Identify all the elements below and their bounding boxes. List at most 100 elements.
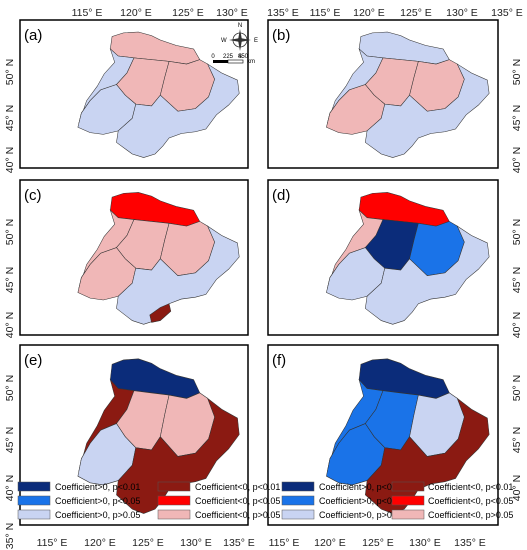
lat-tick: 40° N <box>511 475 523 501</box>
lon-tick: 130° E <box>446 7 478 19</box>
lat-tick: 45° N <box>4 105 16 131</box>
lat-tick: 40° N <box>4 147 16 173</box>
lon-tick: 130° E <box>216 7 248 19</box>
region-6 <box>365 225 490 325</box>
legend-label: Coefficient<0, p>0.05 <box>428 510 513 520</box>
region-6 <box>116 397 240 514</box>
region-map <box>77 31 240 158</box>
lat-tick: 50° N <box>511 219 523 245</box>
lat-tick: 45° N <box>511 267 523 293</box>
panel-label: (b) <box>272 27 290 44</box>
map-panel: (d) <box>267 179 499 336</box>
region-map <box>326 192 490 325</box>
legend-swatch-pos-p05 <box>17 495 51 506</box>
lat-tick: 45° N <box>511 105 523 131</box>
lat-tick: 35° N <box>4 523 16 549</box>
region-6 <box>116 225 240 325</box>
map-panel: (e) <box>19 344 249 526</box>
scale-bar-seg2 <box>227 59 244 64</box>
legend-swatch-pos-p01 <box>281 481 315 492</box>
compass-needle-ew <box>229 38 251 42</box>
legend-swatch-pos-p01 <box>17 481 51 492</box>
legend-label: Coefficient>0, p>0.05 <box>55 510 140 520</box>
scale-unit: km <box>247 59 255 65</box>
lat-tick: 50° N <box>4 219 16 245</box>
legend-label: Coefficient<0, p<0.05 <box>195 496 280 506</box>
legend-swatch-neg-gt05 <box>391 509 425 520</box>
lat-tick: 45° N <box>4 427 16 453</box>
legend-swatch-neg-p01 <box>391 481 425 492</box>
compass-e: E <box>254 38 258 44</box>
legend-swatch-neg-p01 <box>157 481 191 492</box>
lon-tick: 125° E <box>362 537 394 549</box>
legend-label: Coefficient>0, p>0.05 <box>319 510 404 520</box>
lat-tick: 50° N <box>4 375 16 401</box>
lon-ticks-bottom: 115° E 120° E 125° E 130° E 135° E 115° … <box>37 537 486 549</box>
lon-tick: 115° E <box>37 537 68 549</box>
legend: Coefficient>0, p<0.01 Coefficient>0, p<0… <box>17 481 513 520</box>
scale-tick: 450 <box>238 54 249 60</box>
scale-bar-seg1 <box>213 60 228 63</box>
region-6 <box>116 63 240 158</box>
lon-tick: 125° E <box>400 7 432 19</box>
legend-label: Coefficient<0, p<0.01 <box>195 482 280 492</box>
lon-tick: 115° E <box>310 7 341 19</box>
lat-tick: 50° N <box>511 375 523 401</box>
lat-tick: 50° N <box>4 59 16 85</box>
map-panel: (f) <box>267 344 499 526</box>
region-map <box>77 192 240 325</box>
compass-w: W <box>221 38 227 44</box>
legend-label: Coefficient>0, p<0.05 <box>319 496 404 506</box>
legend-swatch-pos-gt05 <box>17 509 51 520</box>
scale-tick: 0 <box>211 54 215 60</box>
scale-bar: 0 225 450 km <box>211 54 255 65</box>
compass-n: N <box>238 23 242 29</box>
panel-label: (d) <box>272 187 290 204</box>
legend-label: Coefficient<0, p>0.05 <box>195 510 280 520</box>
lon-tick: 120° E <box>353 7 385 19</box>
lat-tick: 40° N <box>511 312 523 338</box>
lon-tick: 125° E <box>132 537 164 549</box>
lat-ticks: 50° N 45° N 40° N 50° N 45° N 40° N 50° … <box>4 59 523 549</box>
map-panels: (a) (b) (c) (d) (e) (f) <box>19 19 499 526</box>
legend-label: Coefficient>0, p<0.01 <box>55 482 140 492</box>
lon-tick: 120° E <box>314 537 346 549</box>
lon-tick: 135° E <box>267 7 299 19</box>
lat-tick: 45° N <box>511 427 523 453</box>
legend-swatch-pos-p05 <box>281 495 315 506</box>
lat-tick: 45° N <box>4 267 16 293</box>
panel-label: (c) <box>24 187 42 204</box>
region-extra <box>149 303 172 323</box>
scale-tick: 225 <box>223 54 234 60</box>
panel-label: (e) <box>24 352 42 369</box>
lat-tick: 40° N <box>511 147 523 173</box>
compass-s: S <box>238 54 242 60</box>
map-panel: (b) <box>267 19 499 169</box>
lon-tick: 125° E <box>172 7 204 19</box>
lon-tick: 135° E <box>454 537 486 549</box>
compass-rose: N E S W <box>221 23 258 60</box>
legend-swatch-pos-gt05 <box>281 509 315 520</box>
lon-tick: 115° E <box>269 537 300 549</box>
map-panel: (a) <box>19 19 249 169</box>
legend-label: Coefficient<0, p<0.01 <box>428 482 513 492</box>
lon-tick: 120° E <box>84 537 116 549</box>
legend-label: Coefficient<0, p<0.05 <box>428 496 513 506</box>
region-map <box>326 358 490 514</box>
region-map <box>326 31 490 158</box>
legend-swatch-neg-p05 <box>157 495 191 506</box>
legend-label: Coefficient>0, p<0.05 <box>55 496 140 506</box>
lon-ticks-top: 115° E 120° E 125° E 130° E 135° E 115° … <box>72 7 523 19</box>
legend-label: Coefficient>0, p<0.01 <box>319 482 404 492</box>
lat-tick: 40° N <box>4 312 16 338</box>
panel-label: (f) <box>272 352 286 369</box>
lon-tick: 130° E <box>180 537 212 549</box>
lat-tick: 50° N <box>511 59 523 85</box>
lon-tick: 120° E <box>120 7 152 19</box>
lon-tick: 135° E <box>223 537 255 549</box>
lat-tick: 40° N <box>4 475 16 501</box>
legend-swatch-neg-p05 <box>391 495 425 506</box>
legend-swatch-neg-gt05 <box>157 509 191 520</box>
lon-tick: 135° E <box>491 7 523 19</box>
